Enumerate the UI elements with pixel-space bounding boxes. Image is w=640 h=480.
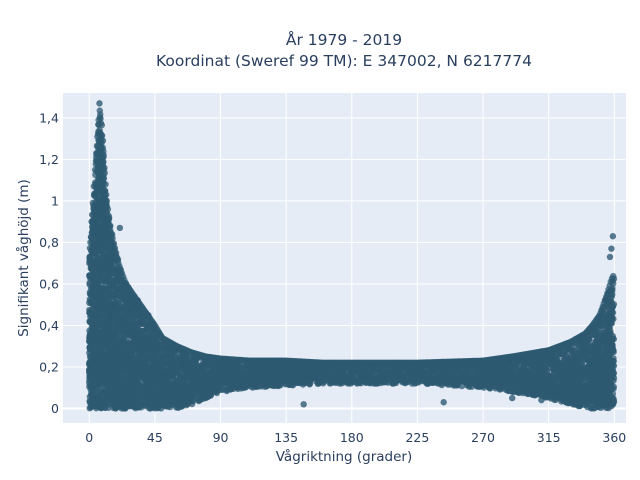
- data-point: [101, 164, 108, 171]
- data-point: [111, 245, 119, 252]
- chart-title-line-1: År 1979 - 2019: [286, 30, 402, 49]
- data-point: [108, 230, 115, 237]
- data-point: [109, 235, 116, 242]
- data-point: [103, 197, 111, 205]
- data-point: [112, 250, 120, 257]
- data-point: [100, 153, 107, 160]
- data-point: [104, 206, 112, 213]
- data-point: [105, 214, 113, 221]
- data-point: [100, 147, 107, 155]
- data-point: [100, 175, 108, 182]
- data-point: [102, 181, 109, 188]
- data-point: [98, 139, 105, 147]
- data-point: [110, 240, 118, 247]
- data-point: [97, 119, 105, 127]
- data-point: [98, 132, 106, 139]
- data-points: [86, 100, 618, 412]
- data-point: [103, 191, 110, 198]
- data-point: [114, 255, 121, 262]
- data-point: [100, 158, 107, 165]
- data-point: [107, 222, 114, 229]
- data-point: [101, 169, 109, 177]
- chart-title-line-2: Koordinat (Sweref 99 TM): E 347002, N 62…: [156, 52, 532, 70]
- data-point: [96, 107, 104, 114]
